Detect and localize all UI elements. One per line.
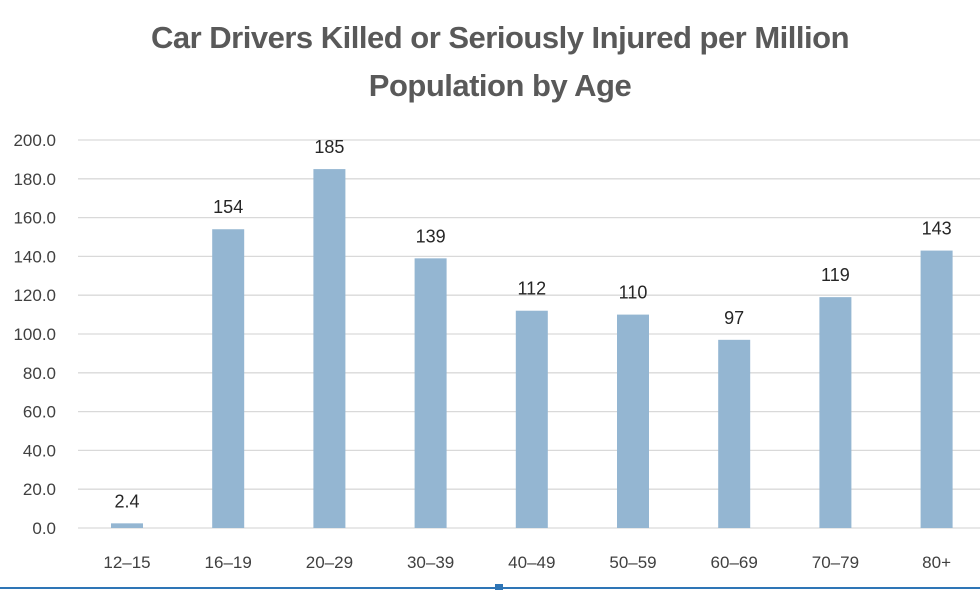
x-axis-tick-labels: 12–15 16–19 20–29 30–39 40–49 50–59 60–69 70–79… [103, 553, 951, 572]
y-tick-label: 20.0 [23, 480, 56, 499]
bar [819, 297, 852, 528]
x-tick-label: 40–49 [508, 553, 555, 572]
x-tick-label: 60–69 [711, 553, 758, 572]
chart-title: Car Drivers Killed or Seriously Injured … [0, 14, 980, 110]
bar [515, 310, 548, 528]
y-tick-label: 100.0 [13, 325, 56, 344]
bar [111, 523, 143, 528]
x-tick-label: 20–29 [306, 553, 353, 572]
y-tick-label: 0.0 [32, 519, 56, 538]
data-label: 154 [213, 197, 243, 217]
bars [111, 169, 953, 529]
x-tick-label: 50–59 [609, 553, 656, 572]
y-tick-label: 80.0 [23, 364, 56, 383]
x-tick-label: 12–15 [103, 553, 150, 572]
y-tick-label: 60.0 [23, 403, 56, 422]
data-label: 110 [619, 283, 648, 303]
x-tick-label: 30–39 [407, 553, 454, 572]
data-label: 185 [314, 137, 344, 157]
data-labels: 2.4 154 185 139 112 110 97 119 143 [114, 137, 951, 511]
data-label: 139 [416, 226, 446, 246]
bar [313, 169, 346, 528]
data-label: 143 [922, 219, 952, 239]
data-label: 112 [517, 279, 546, 299]
y-tick-label: 180.0 [13, 170, 56, 189]
y-tick-label: 40.0 [23, 441, 56, 460]
y-axis-tick-labels: 0.0 20.0 40.0 60.0 80.0 100.0 120.0 140.0 160.0 1… [13, 131, 56, 538]
bar [718, 339, 751, 528]
bar [617, 314, 649, 528]
bar [414, 258, 447, 528]
bar [212, 229, 245, 529]
data-label: 2.4 [114, 491, 139, 511]
x-tick-label: 16–19 [205, 553, 252, 572]
selection-border [0, 587, 980, 589]
resize-handle[interactable] [495, 584, 503, 590]
bar [920, 250, 953, 528]
x-tick-label: 70–79 [812, 553, 859, 572]
data-label: 97 [724, 308, 744, 328]
y-tick-label: 200.0 [13, 131, 56, 150]
y-tick-label: 120.0 [13, 286, 56, 305]
x-tick-label: 80+ [922, 553, 951, 572]
y-tick-label: 140.0 [13, 247, 56, 266]
chart-title-line-1: Car Drivers Killed or Seriously Injured … [150, 20, 850, 55]
data-label: 119 [821, 265, 850, 285]
y-tick-label: 160.0 [13, 209, 56, 228]
chart-title-line-2: Population by Age [368, 68, 632, 103]
